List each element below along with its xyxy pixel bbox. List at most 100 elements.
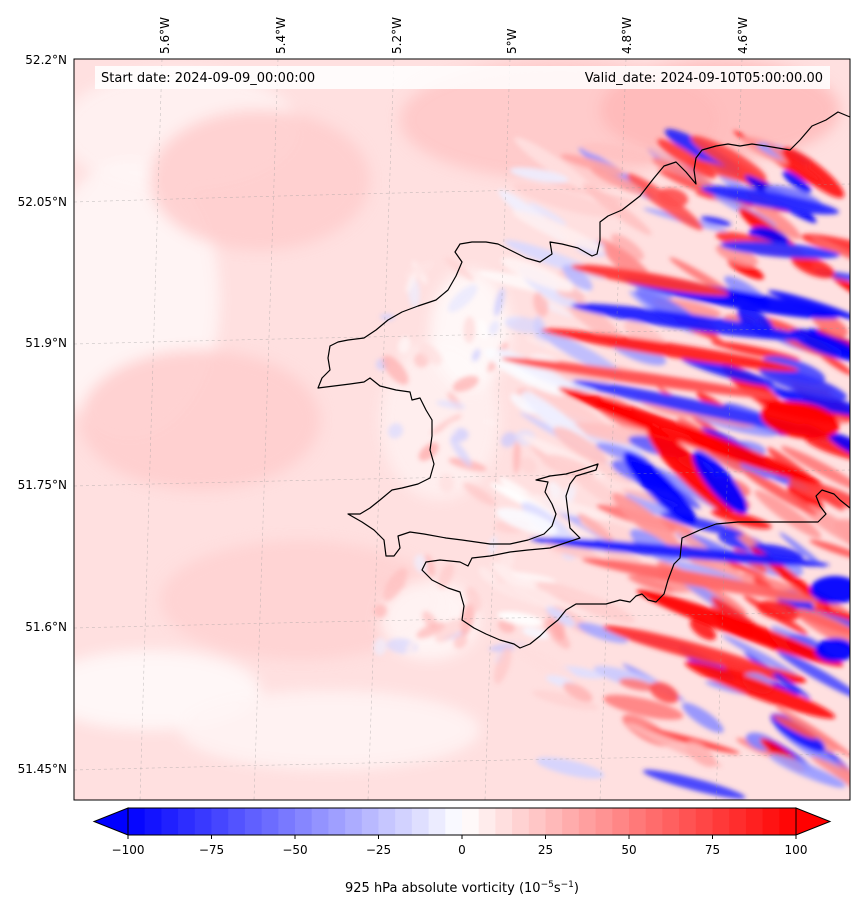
vorticity-streak: [590, 459, 633, 484]
colorbar-segment: [178, 808, 196, 835]
vorticity-streak: [767, 290, 850, 321]
colorbar-segment: [311, 808, 329, 835]
vorticity-streak: [751, 201, 801, 240]
vorticity-streak: [516, 493, 611, 521]
colorbar-tick-label: 0: [458, 843, 466, 857]
vorticity-streak: [398, 336, 411, 354]
lat-label-51-45n: 51.45°N: [18, 762, 67, 776]
vorticity-streak: [701, 185, 839, 215]
vorticity-streak: [430, 414, 462, 435]
vorticity-streak: [769, 754, 846, 788]
vorticity-streak: [773, 389, 850, 417]
colorbar-segment: [411, 808, 430, 835]
colorbar-segment: [545, 808, 563, 835]
vorticity-streak: [448, 284, 478, 313]
vorticity-streak: [787, 483, 824, 513]
lon-label-5-6w: 5.6°W: [158, 17, 172, 54]
coastline: [317, 111, 850, 649]
colorbar-segment: [345, 808, 363, 835]
vorticity-streak: [452, 375, 479, 392]
vorticity-streak: [512, 644, 580, 685]
colorbar-segment: [629, 808, 647, 835]
lat-label-52-05n: 52.05°N: [18, 195, 67, 209]
vorticity-streak: [623, 451, 697, 525]
vorticity-streak: [511, 572, 557, 583]
vorticity-streak: [590, 167, 645, 195]
vorticity-streak: [558, 387, 822, 485]
vorticity-streak: [577, 622, 628, 644]
lon-label-5w: 5°W: [505, 28, 519, 54]
lon-label-4-8w: 4.8°W: [620, 17, 634, 54]
vorticity-streak: [750, 544, 804, 562]
colorbar-segment: [295, 808, 313, 835]
vorticity-streak: [493, 646, 512, 685]
vorticity-streak: [497, 611, 543, 627]
vorticity-streaks: [373, 128, 850, 800]
vorticity-streak: [418, 342, 443, 366]
vorticity-streak: [581, 143, 657, 163]
vorticity-streak: [481, 418, 497, 427]
vorticity-streak: [740, 468, 818, 516]
vorticity-streak: [684, 661, 836, 719]
vorticity-streak: [646, 426, 734, 514]
colorbar-tick-label: −100: [112, 843, 145, 857]
vorticity-streak: [794, 610, 850, 635]
vorticity-streak: [538, 329, 624, 377]
vorticity-streak: [416, 622, 446, 639]
vorticity-streak: [627, 575, 676, 593]
vorticity-streak: [810, 576, 850, 604]
colorbar-segment: [395, 808, 413, 835]
vorticity-streak: [571, 303, 809, 341]
vorticity-streak: [685, 741, 716, 768]
colorbar-segment: [428, 808, 446, 835]
header-box: [95, 66, 830, 89]
vorticity-streak: [810, 590, 850, 656]
colorbar-segment: [578, 808, 597, 835]
vorticity-streak: [809, 539, 850, 561]
colorbar-extend-low: [92, 807, 129, 836]
vorticity-streak: [582, 183, 652, 236]
vorticity-streak: [581, 558, 819, 602]
vorticity-streak: [781, 147, 845, 199]
vorticity-streak: [782, 170, 812, 194]
colorbar-segment: [361, 808, 380, 835]
vorticity-streak: [789, 328, 850, 362]
vorticity-streak: [510, 393, 538, 415]
map-frame: [73, 58, 851, 801]
vorticity-streak: [449, 437, 472, 467]
vorticity-streak: [791, 255, 835, 279]
longitude-labels: 5.6°W 5.4°W 5.2°W 5°W 4.8°W 4.6°W: [158, 17, 750, 54]
colorbar-tick-label: 75: [705, 843, 720, 857]
vorticity-streak: [437, 563, 455, 589]
colorbar-segment: [512, 808, 530, 835]
vorticity-streak: [651, 157, 715, 189]
vorticity-streak: [711, 341, 801, 362]
colorbar-segment: [662, 808, 680, 835]
vorticity-streak: [504, 316, 543, 334]
vorticity-streak: [815, 638, 850, 662]
vorticity-streak: [403, 260, 435, 280]
map-header: Start date: 2024-09-09_00:00:00 Valid_da…: [95, 66, 830, 89]
vorticity-streak: [463, 482, 496, 506]
gridlines: [74, 59, 850, 800]
vorticity-streak: [513, 182, 614, 218]
vorticity-streak: [388, 423, 403, 439]
vorticity-streak: [414, 554, 428, 573]
vorticity-streak: [424, 554, 435, 577]
lon-label-5-4w: 5.4°W: [274, 17, 288, 54]
vorticity-streak: [512, 210, 605, 253]
vorticity-streak: [754, 490, 822, 539]
vorticity-streak: [541, 454, 595, 479]
vorticity-streak: [711, 509, 772, 529]
vorticity-streak: [690, 135, 767, 181]
valid-date-label: Valid_date: 2024-09-10T05:00:00.00: [585, 71, 823, 86]
colorbar-segment: [712, 808, 730, 835]
colorbar-segments: [128, 808, 797, 835]
vorticity-map: Start date: 2024-09-09_00:00:00 Valid_da…: [74, 59, 850, 800]
vorticity-streak: [773, 715, 817, 740]
vorticity-streak: [657, 138, 716, 179]
vorticity-streak: [680, 356, 775, 386]
colorbar-segment: [729, 808, 747, 835]
vorticity-streak: [418, 442, 439, 461]
vorticity-streak: [465, 586, 482, 612]
